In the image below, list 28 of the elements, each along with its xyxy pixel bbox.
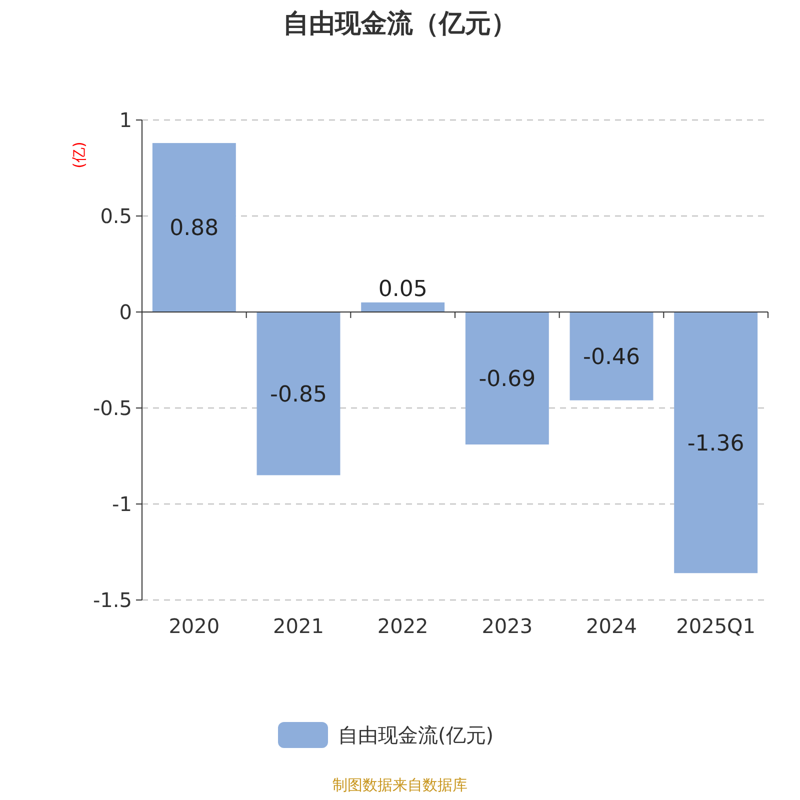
data-label: 0.05 [378, 277, 428, 302]
data-label: -1.36 [687, 431, 744, 456]
x-tick-label: 2021 [273, 614, 324, 638]
x-tick-label: 2024 [586, 614, 637, 638]
data-label: 0.88 [170, 216, 219, 242]
data-label: -0.69 [478, 366, 536, 392]
bar [361, 302, 445, 312]
y-tick-label: -1.5 [92, 588, 132, 612]
x-tick-label: 2023 [482, 614, 533, 638]
x-tick-label: 2020 [168, 614, 220, 638]
x-tick-label: 2025Q1 [676, 614, 756, 638]
y-tick-label: 0.5 [100, 204, 132, 228]
bar [465, 312, 549, 444]
bar [152, 143, 236, 312]
bar [570, 312, 654, 400]
bar [256, 312, 340, 476]
bar [674, 312, 758, 574]
data-label: -0.46 [583, 344, 640, 370]
text: 制图数据来自数据库 [332, 776, 468, 794]
y-tick-label: 0 [119, 300, 132, 324]
y-tick-label: -1 [112, 492, 132, 516]
y-tick-label: 1 [119, 108, 132, 132]
data-label: -0.85 [270, 382, 327, 408]
legend-label: 自由现金流(亿元) [338, 723, 494, 747]
chart-title: 自由现金流（亿元） [283, 9, 517, 39]
x-tick-label: 2022 [377, 614, 428, 638]
y-tick-label: -0.5 [92, 396, 132, 420]
y-axis-title: (亿) [70, 142, 88, 168]
